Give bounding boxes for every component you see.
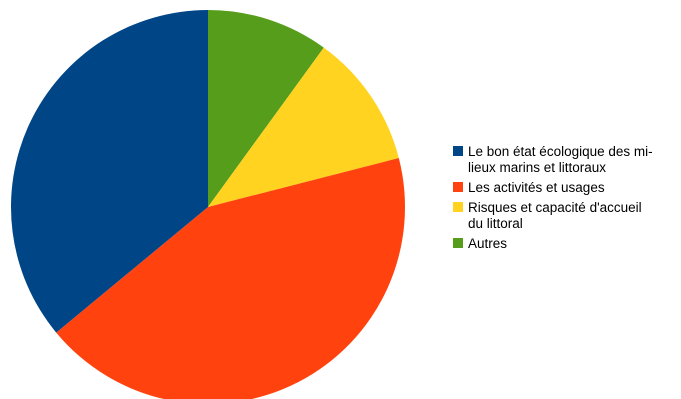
chart-legend: Le bon état écologique des mi-lieux mari… bbox=[453, 144, 653, 251]
legend-label-3-line-2: du littoral bbox=[468, 216, 523, 231]
pie-slice-3 bbox=[56, 158, 405, 399]
legend-label-3: Risques et capacité d'accueil du littoral bbox=[468, 200, 642, 231]
pie-slice-2 bbox=[208, 47, 399, 208]
legend-label-1-line-1: Le bon état écologique des mi- bbox=[468, 144, 653, 159]
pie-slice-1 bbox=[208, 9, 324, 207]
legend-swatch-4 bbox=[453, 238, 463, 248]
pie-slice-4 bbox=[11, 10, 209, 333]
legend-label-2: Les activités et usages bbox=[468, 180, 605, 195]
pie-slices bbox=[11, 9, 405, 399]
legend-swatch-1 bbox=[453, 146, 463, 156]
legend-label-2-line-1: Les activités et usages bbox=[468, 180, 605, 195]
legend-label-4-line-1: Autres bbox=[468, 236, 507, 251]
legend-label-1: Le bon état écologique des mi-lieux mari… bbox=[468, 144, 653, 175]
legend-swatch-2 bbox=[453, 182, 463, 192]
legend-swatch-3 bbox=[453, 202, 463, 212]
legend-label-3-line-1: Risques et capacité d'accueil bbox=[468, 200, 642, 215]
legend-label-4: Autres bbox=[468, 236, 507, 251]
legend-label-1-line-2: lieux marins et littoraux bbox=[468, 160, 606, 175]
